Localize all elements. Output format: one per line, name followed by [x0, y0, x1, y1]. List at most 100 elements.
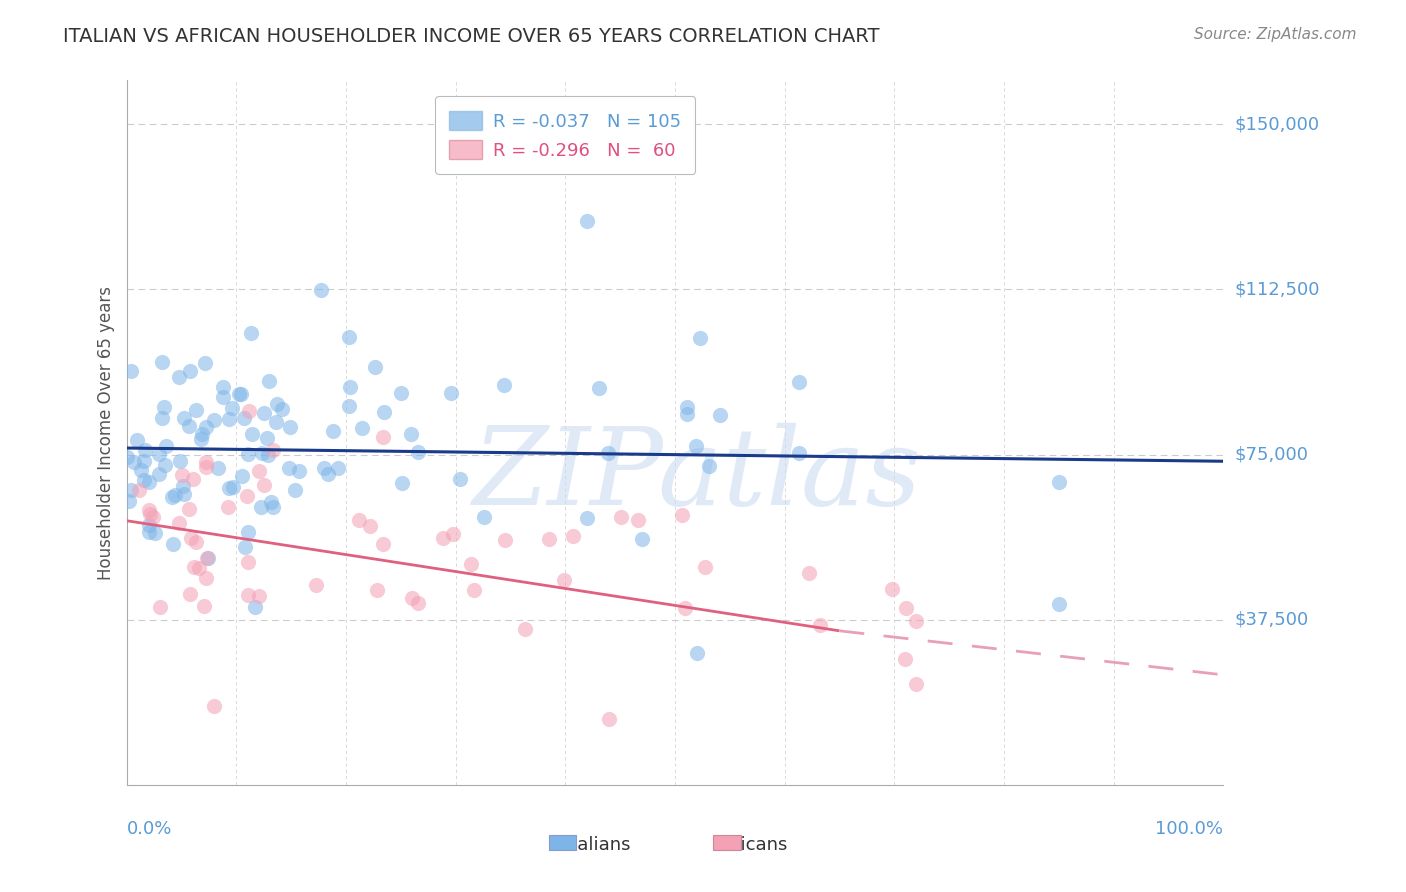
Africans	[441, 527, 464, 541]
Italians	[125, 433, 148, 447]
Italians	[373, 405, 395, 419]
Italians	[190, 432, 212, 446]
Italians	[118, 493, 141, 508]
Italians	[195, 420, 218, 434]
Africans	[193, 599, 215, 614]
Italians	[350, 421, 373, 435]
Italians	[153, 401, 176, 415]
Text: 0.0%: 0.0%	[127, 821, 172, 838]
Italians	[472, 509, 495, 524]
Italians	[148, 447, 170, 461]
Africans	[177, 502, 200, 516]
Italians	[260, 495, 283, 509]
Africans	[671, 508, 693, 522]
Italians	[322, 424, 344, 438]
Italians	[173, 411, 195, 425]
Italians	[364, 359, 387, 374]
Italians	[787, 445, 810, 459]
Italians	[179, 418, 201, 433]
Text: $112,500: $112,500	[1234, 280, 1320, 299]
Italians	[391, 476, 413, 491]
Africans	[880, 582, 903, 596]
Africans	[494, 533, 516, 548]
Italians	[266, 397, 288, 411]
Italians	[153, 458, 176, 473]
Africans	[359, 518, 381, 533]
Africans	[371, 430, 394, 444]
Italians	[138, 518, 160, 533]
Text: $75,000: $75,000	[1234, 446, 1309, 464]
Italians	[337, 330, 360, 344]
Italians	[242, 427, 264, 442]
Italians	[278, 420, 301, 434]
Africans	[463, 583, 485, 598]
Italians	[440, 385, 463, 400]
Italians	[231, 469, 253, 483]
Africans	[808, 618, 831, 632]
Africans	[128, 483, 150, 497]
Italians	[257, 448, 280, 462]
Africans	[460, 557, 482, 571]
Italians	[155, 439, 177, 453]
Italians	[576, 510, 599, 524]
Africans	[905, 676, 928, 690]
Italians	[588, 381, 610, 395]
Africans	[184, 535, 207, 549]
Text: $37,500: $37,500	[1234, 611, 1309, 629]
Text: Italians: Italians	[565, 836, 631, 854]
Italians	[240, 326, 263, 340]
Africans	[262, 442, 284, 457]
Text: $150,000: $150,000	[1234, 115, 1319, 133]
Italians	[132, 453, 155, 467]
Africans	[179, 586, 201, 600]
Italians	[492, 377, 515, 392]
Africans	[894, 600, 917, 615]
FancyBboxPatch shape	[713, 835, 741, 850]
Italians	[675, 400, 697, 414]
Italians	[284, 483, 307, 498]
Italians	[172, 479, 194, 493]
Africans	[169, 516, 191, 531]
Italians	[250, 445, 273, 459]
Italians	[253, 406, 276, 420]
Africans	[194, 460, 217, 475]
Africans	[181, 471, 204, 485]
Africans	[236, 555, 259, 569]
Africans	[195, 550, 218, 565]
Africans	[305, 578, 328, 592]
Italians	[218, 412, 240, 426]
Italians	[138, 524, 160, 539]
Italians	[257, 375, 280, 389]
Italians	[339, 379, 361, 393]
Africans	[610, 510, 633, 524]
Italians	[389, 386, 412, 401]
Italians	[576, 214, 599, 228]
Italians	[316, 467, 339, 481]
Italians	[256, 431, 278, 445]
Africans	[217, 500, 239, 515]
Africans	[406, 596, 429, 610]
Africans	[695, 559, 717, 574]
Italians	[262, 500, 284, 514]
Africans	[366, 582, 388, 597]
Africans	[562, 529, 585, 543]
Text: Africans: Africans	[716, 836, 787, 854]
Africans	[247, 464, 270, 478]
Italians	[229, 387, 252, 401]
Italians	[238, 447, 260, 461]
Italians	[697, 459, 720, 474]
Italians	[117, 450, 139, 465]
Africans	[627, 514, 650, 528]
Italians	[179, 364, 201, 378]
Africans	[371, 537, 394, 551]
Italians	[596, 446, 619, 460]
Italians	[169, 454, 191, 468]
Italians	[450, 472, 472, 486]
Italians	[278, 461, 301, 475]
Africans	[172, 468, 194, 483]
Text: 100.0%: 100.0%	[1156, 821, 1223, 838]
Africans	[180, 531, 202, 545]
Italians	[709, 409, 731, 423]
Africans	[432, 531, 454, 545]
Italians	[132, 473, 155, 487]
